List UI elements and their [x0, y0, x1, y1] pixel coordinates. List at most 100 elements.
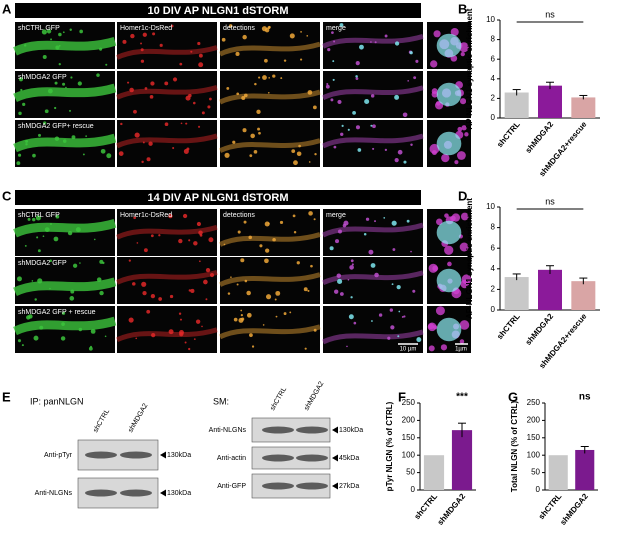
panel-letter: C [2, 188, 12, 203]
puncta [402, 112, 408, 118]
puncta [62, 139, 67, 143]
puncta [370, 124, 373, 127]
puncta [227, 292, 231, 295]
panel-letter: B [458, 1, 467, 16]
bar [548, 455, 568, 490]
puncta [99, 259, 104, 264]
x-tick-label: shCTRL [413, 492, 440, 521]
puncta [283, 312, 287, 316]
puncta [441, 153, 450, 163]
puncta [350, 259, 354, 263]
puncta [199, 260, 201, 263]
puncta [390, 325, 395, 330]
puncta [42, 235, 45, 238]
image-panel [117, 71, 217, 118]
puncta [347, 128, 350, 131]
header-bar [15, 3, 421, 18]
puncta [240, 258, 245, 263]
y-tick-label: 4 [491, 264, 496, 273]
column-label: Homer1c-DsRed [120, 25, 172, 32]
puncta [221, 37, 226, 42]
x-tick-label: shCTRL [495, 120, 522, 149]
puncta [313, 218, 316, 221]
puncta [292, 214, 296, 218]
column-label: merge [326, 212, 346, 219]
puncta [142, 141, 145, 144]
puncta [249, 154, 253, 158]
puncta [49, 287, 51, 290]
puncta [69, 109, 72, 112]
puncta [355, 125, 360, 130]
scale-bar-label: 10 µm [400, 347, 417, 353]
puncta [268, 77, 270, 79]
puncta [389, 308, 393, 312]
puncta [258, 131, 261, 135]
dendrite [13, 133, 117, 153]
puncta [333, 145, 337, 149]
puncta [141, 160, 144, 164]
puncta [365, 217, 370, 221]
puncta [188, 289, 192, 292]
puncta [198, 53, 203, 58]
puncta [401, 316, 404, 318]
puncta [262, 324, 265, 326]
puncta [374, 220, 376, 223]
puncta [397, 335, 400, 338]
arrowhead [160, 489, 166, 497]
arrowhead [160, 451, 166, 459]
puncta [58, 63, 61, 66]
puncta [151, 332, 156, 338]
puncta [44, 227, 50, 233]
puncta [433, 30, 441, 38]
puncta [236, 283, 239, 286]
puncta [127, 81, 130, 84]
puncta [28, 314, 33, 319]
bar [538, 269, 562, 310]
blot-band [296, 482, 328, 490]
significance: ns [545, 196, 555, 206]
cluster [436, 33, 462, 58]
puncta [31, 280, 34, 282]
puncta [136, 242, 139, 244]
column-label: shCTRL GFP [18, 212, 60, 219]
puncta [459, 320, 470, 330]
puncta [326, 83, 329, 86]
puncta [444, 245, 454, 255]
puncta [335, 239, 340, 244]
puncta [228, 24, 233, 28]
puncta [440, 344, 448, 351]
puncta [338, 229, 342, 234]
puncta [364, 98, 370, 105]
puncta [93, 238, 96, 241]
dendrite [321, 329, 424, 345]
puncta [415, 59, 419, 63]
column-label: merge [326, 25, 346, 32]
puncta [230, 276, 232, 278]
y-tick-label: 6 [491, 54, 496, 63]
puncta [353, 321, 357, 325]
puncta [16, 276, 22, 282]
puncta [104, 335, 107, 338]
puncta [105, 63, 108, 66]
dendrite [321, 270, 424, 286]
puncta [38, 133, 42, 137]
puncta [403, 160, 407, 164]
puncta [198, 230, 203, 235]
puncta [368, 249, 374, 255]
puncta [201, 325, 203, 328]
puncta [142, 32, 147, 37]
puncta [308, 161, 311, 163]
dendrite [115, 327, 218, 343]
puncta [179, 62, 183, 66]
y-axis-label: AP-NLGN1 synaptic enrichment [465, 8, 474, 129]
puncta [65, 86, 67, 89]
bar [504, 277, 529, 310]
panel-letter: E [2, 389, 11, 404]
puncta [168, 213, 173, 219]
puncta [258, 76, 261, 79]
puncta [308, 211, 313, 216]
puncta [42, 55, 47, 60]
blot-band [262, 426, 294, 434]
puncta [340, 292, 344, 296]
